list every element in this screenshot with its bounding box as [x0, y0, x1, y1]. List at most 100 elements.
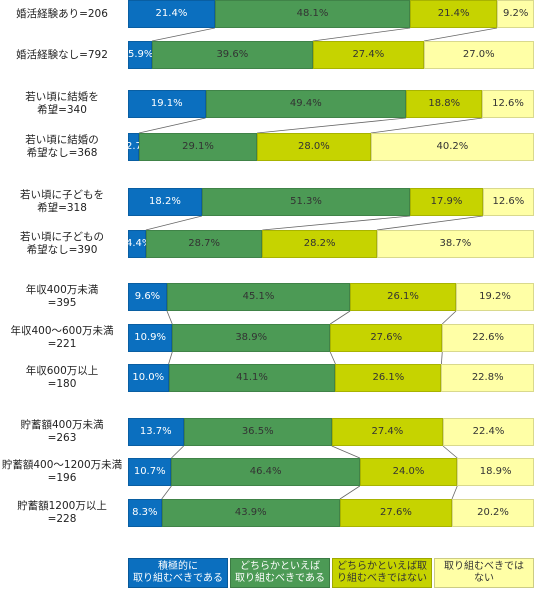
value-label: 21.4%: [437, 8, 470, 19]
bar-segment: [376, 230, 534, 258]
bar-segment: [171, 458, 360, 486]
connector: [168, 351, 173, 365]
value-label: 22.8%: [471, 372, 504, 383]
value-label: 45.1%: [242, 291, 275, 302]
bar-segment: [128, 458, 172, 486]
bar-segment: [410, 188, 483, 216]
connector: [376, 215, 483, 231]
value-label: 36.5%: [241, 426, 274, 437]
bar-segment: [128, 90, 206, 118]
value-label: 29.1%: [182, 141, 214, 152]
value-label: 41.1%: [236, 372, 268, 383]
category-label: 婚活経験あり=206: [16, 7, 108, 20]
connector: [423, 27, 498, 42]
bar-segment: [456, 283, 534, 311]
connector: [171, 445, 184, 459]
category-label: 若い頃に結婚の 希望なし=368: [25, 134, 99, 159]
bar-segment: [262, 230, 377, 258]
connector: [257, 117, 407, 134]
value-label: 24.0%: [392, 466, 425, 477]
connector: [262, 215, 411, 231]
bar-segment: [166, 283, 351, 311]
value-label: 22.4%: [472, 426, 505, 437]
bar-segment: [201, 188, 411, 216]
bar-segment: [330, 324, 443, 352]
connector: [442, 445, 458, 459]
bar-segment: [423, 41, 534, 69]
bar-segment: [451, 499, 534, 527]
bar-segment: [128, 41, 152, 69]
value-label: 39.6%: [216, 49, 249, 60]
connector: [151, 27, 215, 42]
category-label: 貯蓄額1200万以上 =228: [17, 500, 107, 525]
bar-segment: [128, 418, 184, 446]
connector: [138, 117, 206, 134]
connector: [329, 310, 351, 325]
value-label: 10.7%: [133, 466, 166, 477]
value-label: 27.4%: [371, 426, 404, 437]
bar-segment: [145, 230, 263, 258]
connector: [451, 485, 458, 500]
value-label: 40.2%: [436, 141, 469, 152]
value-label: 12.6%: [492, 196, 525, 207]
bar-segment: [128, 188, 202, 216]
bar-segment: [161, 499, 340, 527]
bar-segment: [214, 0, 411, 28]
value-label: 38.9%: [235, 332, 268, 343]
value-label: 27.0%: [462, 49, 495, 60]
bar-segment: [205, 90, 407, 118]
connector: [145, 215, 202, 231]
bar-segment: [443, 418, 534, 446]
bar-segment: [128, 230, 146, 258]
bar-segment: [457, 458, 534, 486]
connector: [166, 310, 173, 325]
category-label: 貯蓄額400万未満 =263: [20, 419, 104, 444]
value-label: 26.1%: [372, 372, 405, 383]
bar-segment: [359, 458, 458, 486]
bar-segment: [350, 283, 457, 311]
category-label: 年収400～600万未満 =221: [10, 325, 114, 350]
category-label: 年収400万未満 =395: [25, 284, 99, 309]
connector: [161, 485, 172, 500]
bar-segment: [128, 499, 162, 527]
value-label: 10.9%: [134, 332, 167, 343]
bar-segment: [128, 0, 215, 28]
category-label: 婚活経験なし=792: [16, 48, 108, 61]
connector: [329, 351, 336, 365]
value-label: 5.9%: [128, 49, 154, 60]
value-label: 19.2%: [479, 291, 511, 302]
category-label: 若い頃に結婚を 希望=340: [25, 91, 99, 116]
value-label: 28.2%: [303, 238, 336, 249]
legend-entry: 積極的に 取り組むべきである: [128, 558, 228, 588]
connector: [441, 351, 443, 365]
value-label: 17.9%: [430, 196, 463, 207]
bar-segment: [128, 133, 139, 161]
value-label: 8.3%: [132, 507, 158, 518]
bar-segment: [183, 418, 332, 446]
value-label: 18.2%: [149, 196, 181, 207]
bar-segment: [312, 41, 424, 69]
legend-entry: 取り組むべきでは ない: [434, 558, 534, 588]
connector: [339, 485, 361, 500]
bar-segment: [482, 90, 534, 118]
value-label: 28.7%: [188, 238, 220, 249]
category-label: 貯蓄額400～1200万未満 =196: [1, 459, 123, 484]
connector: [312, 27, 411, 42]
value-label: 2.7%: [126, 133, 151, 161]
value-label: 27.4%: [352, 49, 385, 60]
bar-segment: [370, 133, 534, 161]
bar-segment: [410, 0, 498, 28]
legend-entry: どちらかといえば取 り組むべきではない: [332, 558, 432, 588]
value-label: 9.2%: [503, 8, 529, 19]
value-label: 19.1%: [150, 98, 183, 109]
value-label: 38.7%: [439, 238, 472, 249]
bar-segment: [151, 41, 313, 69]
value-label: 9.6%: [134, 291, 161, 302]
bar-segment: [335, 364, 442, 392]
value-label: 22.6%: [472, 332, 504, 343]
value-label: 18.9%: [479, 466, 512, 477]
bar-segment: [168, 364, 336, 392]
bar-segment: [406, 90, 483, 118]
bar-segment: [442, 324, 534, 352]
